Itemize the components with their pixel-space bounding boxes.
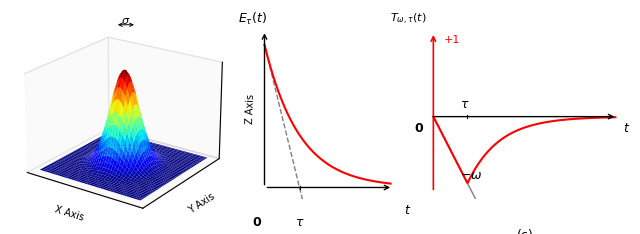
Text: (c): (c)	[516, 229, 533, 234]
X-axis label: X Axis: X Axis	[54, 205, 85, 223]
Text: $-\omega$: $-\omega$	[460, 168, 482, 182]
Y-axis label: Y Axis: Y Axis	[187, 191, 217, 216]
Text: $T_{\omega,\tau}(t)$: $T_{\omega,\tau}(t)$	[390, 12, 427, 27]
Text: $\sigma$: $\sigma$	[122, 16, 131, 26]
Text: $t$: $t$	[623, 122, 630, 135]
Text: 0: 0	[414, 122, 423, 135]
Text: $\tau$: $\tau$	[295, 216, 305, 229]
Text: $\tau$: $\tau$	[460, 98, 470, 111]
Text: $E_\tau(t)$: $E_\tau(t)$	[238, 11, 268, 27]
Text: $\mathbf{0}$: $\mathbf{0}$	[252, 216, 262, 229]
Text: +1: +1	[444, 36, 461, 45]
Text: $t$: $t$	[404, 204, 411, 217]
